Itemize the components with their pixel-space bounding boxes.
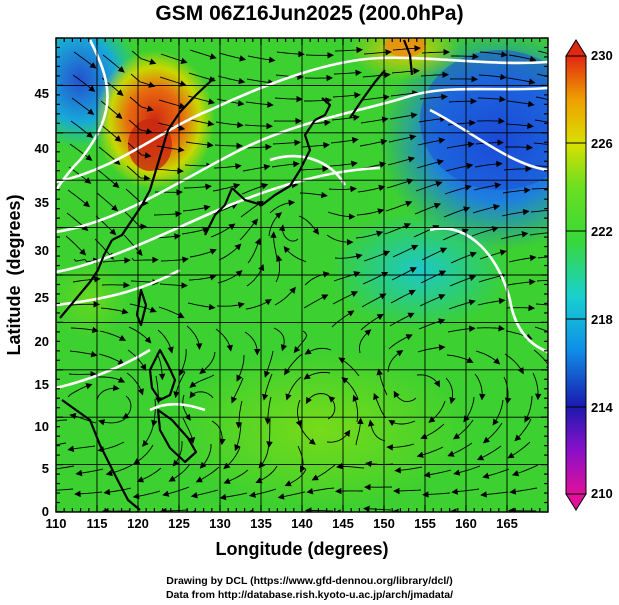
y-tick-label: 10: [35, 419, 49, 434]
x-tick-labels: 110 115 120 125 130 135 140 145 150 155 …: [46, 516, 518, 531]
x-tick-label: 155: [414, 516, 436, 531]
lat-lon-grid: [56, 38, 548, 512]
colorbar-label: 226: [591, 136, 613, 151]
axis-ticks: [55, 37, 549, 513]
x-tick-label: 135: [250, 516, 272, 531]
y-tick-label: 5: [42, 461, 49, 476]
y-tick-label: 0: [42, 504, 49, 519]
x-tick-label: 120: [127, 516, 149, 531]
y-tick-label: 40: [35, 141, 49, 156]
colorbar-label: 210: [591, 486, 613, 501]
colorbar-bottom-arrow: [565, 493, 587, 511]
chart-title: GSM 06Z16Jun2025 (200.0hPa): [155, 2, 464, 25]
x-tick-label: 130: [209, 516, 231, 531]
y-tick-label: 30: [35, 243, 49, 258]
colorbar: 230 226 222 218 214 210: [565, 39, 613, 511]
colorbar-top-arrow: [565, 39, 587, 57]
x-tick-label: 125: [168, 516, 190, 531]
y-tick-label: 45: [35, 86, 49, 101]
colorbar-ramp: [565, 55, 587, 495]
y-axis-label: Latitude (degrees): [4, 194, 24, 355]
x-axis-label: Longitude (degrees): [215, 539, 388, 559]
y-tick-label: 25: [35, 290, 49, 305]
y-tick-label: 20: [35, 334, 49, 349]
y-tick-label: 15: [35, 377, 49, 392]
colorbar-label: 230: [591, 48, 613, 63]
colorbar-label: 222: [591, 224, 613, 239]
x-tick-label: 110: [46, 516, 67, 531]
credit-data-source: Data from http://database.rish.kyoto-u.a…: [165, 589, 454, 601]
y-tick-labels: 0 5 10 15 20 25 30 35 40 45: [35, 86, 49, 519]
coastlines: [59, 39, 414, 511]
y-tick-label: 35: [35, 195, 49, 210]
credit-drawing: Drawing by DCL (https://www.gfd-dennou.o…: [166, 575, 453, 587]
x-tick-label: 140: [291, 516, 313, 531]
x-tick-label: 145: [332, 516, 354, 531]
x-tick-label: 165: [496, 516, 518, 531]
x-tick-label: 115: [87, 516, 108, 531]
x-tick-label: 160: [455, 516, 477, 531]
x-tick-label: 150: [373, 516, 395, 531]
colorbar-label: 214: [591, 400, 613, 415]
colorbar-label: 218: [591, 312, 613, 327]
